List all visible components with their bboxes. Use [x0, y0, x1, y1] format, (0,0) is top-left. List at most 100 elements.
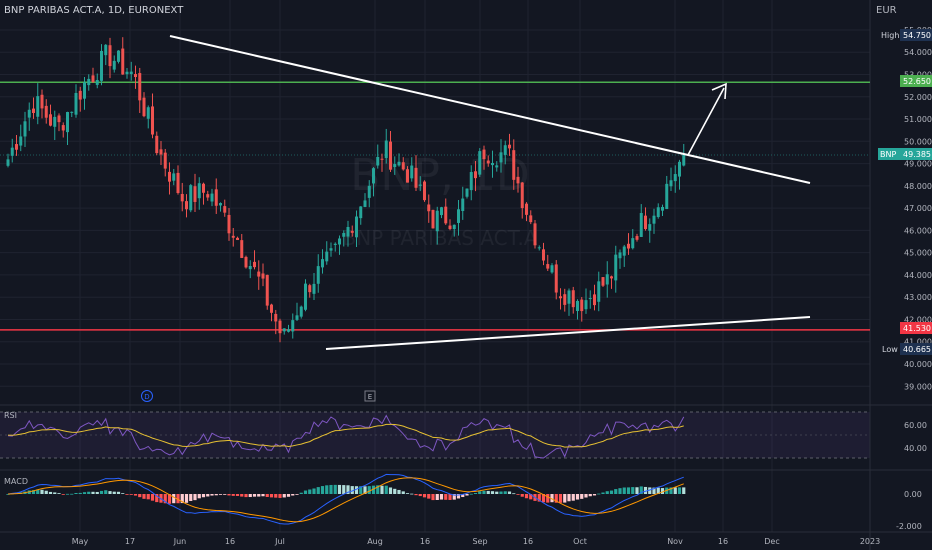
- time-tick: Dec: [764, 537, 779, 546]
- macd-bar: [176, 494, 180, 504]
- macd-bar: [673, 487, 677, 494]
- macd-bar: [592, 494, 597, 496]
- macd-bar: [546, 494, 550, 503]
- macd-bar: [248, 494, 252, 498]
- macd-bar: [507, 491, 512, 494]
- macd-bar: [499, 491, 503, 494]
- macd-bar: [380, 485, 384, 494]
- price-axis[interactable]: 39.000 40.000 41.000 42.000 43.000 44.000 45.0…: [904, 26, 932, 391]
- macd-bar: [609, 490, 614, 494]
- candle-body: [372, 168, 375, 184]
- price-tick: 52.000: [904, 93, 932, 102]
- macd-bar: [87, 491, 91, 494]
- time-tick: 16: [225, 537, 235, 546]
- candle-body: [78, 90, 82, 100]
- macd-bar: [138, 494, 142, 498]
- candle-body: [240, 240, 244, 258]
- macd-bar: [682, 487, 686, 494]
- macd-bar: [601, 492, 605, 494]
- candle-body: [610, 276, 613, 279]
- macd-line: [7, 473, 684, 525]
- macd-bar: [278, 494, 282, 498]
- upper-trendline[interactable]: [169, 35, 811, 184]
- candle-body: [295, 315, 299, 320]
- candle-body: [622, 246, 626, 256]
- macd-bar: [116, 491, 121, 494]
- candle-body: [350, 230, 354, 233]
- candle-body: [508, 144, 511, 149]
- candle-body: [70, 111, 74, 113]
- time-axis[interactable]: May 17 Jun 16 Jul Aug 16 Sep 16 Oct Nov 16 Dec 2023: [72, 537, 880, 546]
- macd-bar: [465, 494, 469, 496]
- price-tick: 44.000: [904, 271, 932, 280]
- candle-body: [648, 224, 652, 231]
- rsi-tick-60: 60.00: [904, 421, 927, 430]
- candle-body: [291, 320, 295, 332]
- macd-bar: [639, 486, 643, 494]
- macd-bar: [244, 494, 248, 498]
- macd-bar: [427, 494, 431, 499]
- macd-bar: [371, 485, 376, 494]
- macd-bar: [422, 494, 427, 498]
- candle-body: [571, 290, 575, 308]
- candle-body: [53, 116, 57, 127]
- candle-body: [682, 154, 686, 166]
- macd-bar: [240, 494, 244, 497]
- macd-bar: [61, 494, 65, 495]
- candle-body: [554, 264, 558, 293]
- macd-bar: [36, 489, 40, 494]
- candle-body: [265, 274, 269, 306]
- candle-body: [155, 135, 159, 154]
- candle-body: [444, 206, 448, 224]
- macd-bar: [95, 491, 99, 494]
- candle-body: [673, 174, 677, 182]
- rsi-tick-40: 40.00: [904, 444, 927, 453]
- rsi-label: RSI: [4, 411, 17, 420]
- macd-bar: [524, 494, 529, 499]
- macd-bar: [99, 490, 104, 494]
- candle-body: [550, 265, 554, 273]
- watermark-name: BNP PARIBAS ACT.A: [343, 226, 538, 250]
- macd-bar: [397, 489, 401, 494]
- macd-bar: [342, 485, 346, 494]
- candle-body: [257, 271, 261, 277]
- candle-body: [95, 80, 99, 85]
- dividend-marker[interactable]: D: [141, 390, 153, 402]
- candle-body: [537, 247, 541, 249]
- macd-bar: [563, 494, 567, 503]
- candle-body: [533, 223, 537, 246]
- macd-bar: [193, 494, 197, 501]
- candle-body: [231, 235, 235, 238]
- currency-label: EUR: [876, 5, 897, 16]
- candle-body: [219, 203, 222, 206]
- candle-body: [282, 328, 286, 332]
- lower-trendline[interactable]: [325, 316, 811, 350]
- projection-arrow[interactable]: [687, 82, 727, 156]
- candle-body: [23, 121, 27, 137]
- macd-bar: [359, 486, 363, 494]
- candle-body: [474, 171, 477, 179]
- time-tick: Sep: [472, 537, 487, 546]
- macd-bar: [74, 492, 78, 494]
- macd-bar: [146, 494, 150, 500]
- candle-body: [121, 48, 125, 75]
- candle-body: [172, 173, 176, 181]
- macd-bar: [482, 490, 486, 494]
- macd-bar: [580, 494, 584, 499]
- macd-bar: [252, 494, 257, 497]
- candle-body: [108, 45, 112, 67]
- macd-bar: [180, 494, 184, 504]
- support-tag: 41.530: [900, 322, 932, 334]
- macd-bar: [320, 486, 325, 494]
- macd-bar: [155, 494, 159, 503]
- support-tag-value: 41.530: [903, 324, 931, 333]
- candle-body: [597, 281, 601, 302]
- macd-bar: [401, 491, 405, 494]
- macd-bar: [78, 492, 82, 494]
- macd-bar: [648, 487, 652, 494]
- earnings-marker[interactable]: E: [364, 390, 376, 402]
- candle-body: [452, 224, 456, 230]
- candle-body: [197, 183, 201, 199]
- macd-bar: [197, 494, 201, 499]
